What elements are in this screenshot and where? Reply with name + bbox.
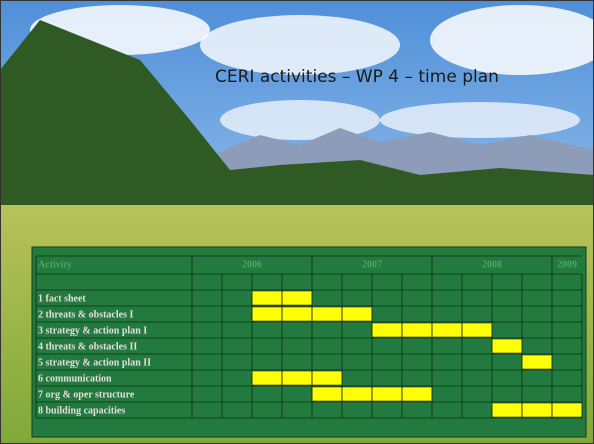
year-header: 2006	[242, 259, 262, 270]
activity-label: 8 building capacities	[38, 405, 125, 416]
scheduled-cell	[312, 371, 342, 385]
activity-label: 7 org & oper structure	[38, 389, 135, 400]
scheduled-cell	[522, 403, 552, 417]
scheduled-cell	[282, 291, 312, 305]
scheduled-cell	[522, 355, 552, 369]
schedule-table: Activity 2006 2007 2008 2009 1 fact sheet 2 th…	[32, 247, 586, 437]
activity-label: 6 communication	[38, 373, 112, 384]
scheduled-cell	[282, 307, 312, 321]
scheduled-cell	[492, 403, 522, 417]
scheduled-cell	[312, 387, 342, 401]
scheduled-cell	[342, 307, 372, 321]
scheduled-cell	[372, 323, 402, 337]
scheduled-cell	[282, 371, 312, 385]
scheduled-cell	[372, 387, 402, 401]
scheduled-cell	[402, 387, 432, 401]
scheduled-cell	[342, 387, 372, 401]
scheduled-cell	[462, 323, 492, 337]
year-header: 2007	[362, 259, 382, 270]
header-cell: Activity	[38, 259, 72, 270]
year-header: 2009	[557, 259, 577, 270]
scheduled-cell	[432, 323, 462, 337]
scheduled-cell	[252, 291, 282, 305]
activity-label: 1 fact sheet	[38, 293, 86, 304]
activity-label: 2 threats & obstacles I	[38, 309, 133, 320]
scheduled-cell	[402, 323, 432, 337]
year-header: 2008	[482, 259, 502, 270]
scheduled-cell	[252, 371, 282, 385]
activity-label: 5 strategy & action plan II	[38, 357, 151, 368]
slide: CERI activities – WP 4 – time plan Activ…	[0, 0, 594, 444]
scheduled-cell	[312, 307, 342, 321]
scheduled-cell	[252, 307, 282, 321]
scheduled-cell	[492, 339, 522, 353]
activity-label: 3 strategy & action plan I	[38, 325, 147, 336]
activity-label: 4 threats & obstacles II	[38, 341, 137, 352]
scheduled-cell	[552, 403, 582, 417]
slide-title: CERI activities – WP 4 – time plan	[215, 67, 499, 87]
